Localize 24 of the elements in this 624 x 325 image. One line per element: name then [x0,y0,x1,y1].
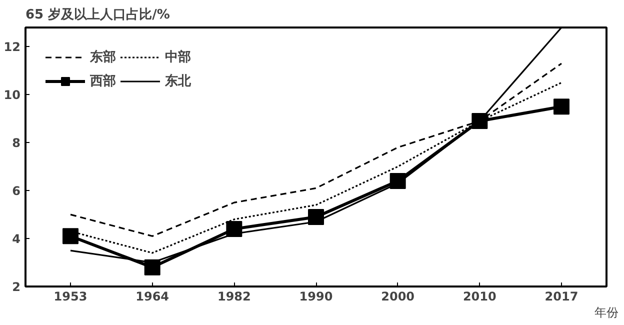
x-tick-label: 1953 [54,290,88,304]
legend-label: 西部 [90,72,116,90]
x-tick-label: 2017 [544,290,578,304]
point [226,220,242,237]
y-tick-label: 8 [12,136,21,150]
y-tick-label: 10 [4,88,21,102]
x-tick-label: 1990 [299,290,333,304]
point [144,259,160,276]
x-tick-label: 2000 [381,290,415,304]
legend-label: 东北 [165,72,191,90]
y-tick-label: 4 [12,232,21,246]
x-tick-label: 1982 [217,290,251,304]
legend-label: 东部 [90,48,116,66]
y-tick-label: 6 [12,184,21,198]
point [308,208,324,225]
x-tick-label: 1964 [136,290,170,304]
x-tick-label: 2010 [462,290,496,304]
point [62,228,79,244]
chart-title: 65 岁及以上人口占比/% [26,8,170,22]
x-axis-title: 年份 [594,306,618,320]
legend-label: 中部 [165,48,191,66]
point [553,98,570,115]
y-tick-label: 2 [12,280,21,294]
y-tick-label: 12 [4,40,21,54]
